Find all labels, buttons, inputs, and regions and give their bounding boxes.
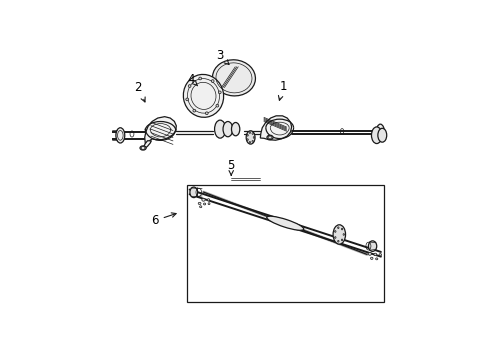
Ellipse shape <box>334 237 335 238</box>
Ellipse shape <box>343 234 344 235</box>
Ellipse shape <box>373 253 376 256</box>
Ellipse shape <box>377 128 386 142</box>
Ellipse shape <box>332 225 345 244</box>
Ellipse shape <box>198 202 201 204</box>
Ellipse shape <box>211 80 214 82</box>
Text: 3: 3 <box>216 49 228 64</box>
Ellipse shape <box>193 109 195 112</box>
Ellipse shape <box>203 203 205 205</box>
Ellipse shape <box>207 199 209 201</box>
Ellipse shape <box>207 203 209 205</box>
Ellipse shape <box>249 141 250 143</box>
Ellipse shape <box>246 139 248 140</box>
Bar <box>186 185 383 302</box>
Ellipse shape <box>367 252 371 255</box>
Polygon shape <box>142 141 151 149</box>
Polygon shape <box>260 116 291 140</box>
Text: 4: 4 <box>187 73 197 86</box>
Ellipse shape <box>245 131 255 144</box>
Ellipse shape <box>341 228 342 230</box>
Text: 6: 6 <box>151 213 176 227</box>
Ellipse shape <box>251 133 253 134</box>
Ellipse shape <box>212 60 255 96</box>
Ellipse shape <box>214 120 225 138</box>
Ellipse shape <box>266 216 303 230</box>
Ellipse shape <box>246 134 248 136</box>
Ellipse shape <box>341 239 342 241</box>
Ellipse shape <box>371 127 381 144</box>
Text: 1: 1 <box>278 80 286 100</box>
Ellipse shape <box>253 136 254 138</box>
Ellipse shape <box>337 227 338 229</box>
Ellipse shape <box>378 253 381 256</box>
Ellipse shape <box>216 104 218 107</box>
Ellipse shape <box>375 258 377 260</box>
Text: 2: 2 <box>134 81 145 102</box>
Ellipse shape <box>183 75 223 117</box>
Ellipse shape <box>251 140 253 142</box>
Ellipse shape <box>199 206 202 208</box>
Ellipse shape <box>375 124 384 141</box>
Polygon shape <box>144 117 176 144</box>
Ellipse shape <box>370 257 372 260</box>
Ellipse shape <box>223 122 232 137</box>
Ellipse shape <box>140 146 146 150</box>
Ellipse shape <box>199 77 201 80</box>
Ellipse shape <box>205 112 208 114</box>
Ellipse shape <box>218 91 221 94</box>
Ellipse shape <box>188 85 191 87</box>
Ellipse shape <box>231 122 239 136</box>
Ellipse shape <box>189 187 197 198</box>
Ellipse shape <box>202 198 205 201</box>
Ellipse shape <box>367 241 376 251</box>
Ellipse shape <box>249 132 250 134</box>
Ellipse shape <box>187 78 219 113</box>
Text: 5: 5 <box>227 159 234 175</box>
Ellipse shape <box>337 240 338 242</box>
Ellipse shape <box>334 231 335 232</box>
Ellipse shape <box>116 128 124 143</box>
Ellipse shape <box>185 98 188 101</box>
Ellipse shape <box>266 135 272 140</box>
